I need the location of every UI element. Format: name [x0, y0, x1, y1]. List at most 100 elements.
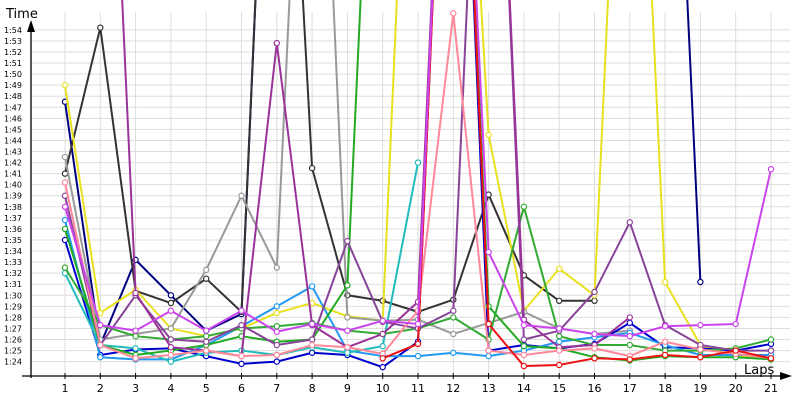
axes: Time Laps — [5, 7, 792, 380]
data-point — [591, 288, 598, 296]
y-tick-label: 1:24 — [4, 358, 22, 367]
data-point — [661, 278, 669, 286]
data-point — [379, 330, 386, 338]
x-tick-label: 18 — [658, 382, 672, 395]
x-tick-label: 3 — [132, 382, 139, 395]
x-tick-label: 17 — [623, 382, 637, 395]
tick-labels: 1:24 1:25 1:26 1:27 1:28 1:29 1:30 1:31 1:32 1:33… — [4, 26, 778, 395]
data-point — [767, 165, 775, 173]
data-point — [414, 352, 422, 360]
x-tick-label: 20 — [729, 382, 743, 395]
data-point — [167, 299, 175, 307]
data-point — [308, 341, 316, 349]
y-tick-label: 1:54 — [4, 26, 22, 35]
y-tick-label: 1:46 — [4, 114, 22, 123]
series-line — [64, 0, 595, 313]
x-tick-label: 2 — [97, 382, 104, 395]
data-point — [167, 358, 175, 365]
data-point — [379, 355, 386, 362]
data-point — [414, 159, 422, 166]
data-point — [61, 153, 69, 161]
data-point — [520, 351, 528, 359]
data-point — [167, 307, 175, 314]
x-axis-arrow — [780, 372, 792, 380]
data-point — [202, 275, 210, 282]
data-point — [732, 320, 739, 328]
data-point — [308, 336, 316, 343]
series-group — [61, 0, 775, 371]
data-point — [238, 360, 245, 368]
data-point — [97, 354, 104, 361]
y-tick-label: 1:27 — [4, 324, 22, 333]
data-point — [520, 203, 528, 210]
x-tick-label: 14 — [517, 382, 531, 395]
data-point — [167, 325, 175, 332]
y-tick-label: 1:40 — [4, 181, 22, 190]
data-point — [591, 330, 598, 338]
data-point — [450, 10, 457, 17]
series-15 — [61, 0, 775, 340]
x-tick-label: 7 — [273, 382, 280, 395]
data-point — [485, 131, 492, 139]
data-point — [556, 265, 563, 272]
data-point — [626, 314, 634, 321]
data-point — [167, 292, 175, 299]
data-point — [61, 264, 69, 271]
data-point — [556, 347, 563, 354]
data-point — [273, 328, 280, 335]
y-tick-label: 1:50 — [4, 70, 22, 79]
x-tick-label: 1 — [62, 382, 69, 395]
x-tick-label: 16 — [588, 382, 602, 395]
series-line — [64, 0, 772, 361]
data-point — [626, 356, 634, 363]
y-tick-label: 1:52 — [4, 48, 22, 57]
series-line — [382, 0, 772, 368]
data-point — [379, 363, 386, 371]
data-point — [167, 336, 175, 343]
data-point — [344, 327, 351, 334]
data-point — [626, 341, 634, 349]
data-point — [591, 297, 598, 304]
data-point — [450, 349, 457, 356]
x-tick-label: 6 — [238, 382, 245, 395]
data-point — [202, 327, 210, 334]
data-point — [520, 336, 528, 343]
data-point — [344, 344, 351, 351]
data-point — [97, 24, 104, 31]
x-tick-label: 10 — [376, 382, 390, 395]
data-point — [167, 344, 175, 351]
data-point — [61, 216, 69, 224]
data-point — [485, 248, 492, 256]
y-tick-label: 1:38 — [4, 203, 22, 212]
y-tick-label: 1:35 — [4, 236, 22, 245]
data-point — [97, 341, 104, 349]
data-point — [344, 349, 351, 356]
data-point — [520, 362, 528, 370]
x-tick-label: 15 — [552, 382, 566, 395]
data-point — [414, 340, 422, 348]
data-point — [97, 321, 104, 329]
y-tick-label: 1:31 — [4, 280, 22, 289]
x-tick-label: 12 — [446, 382, 460, 395]
y-tick-label: 1:37 — [4, 214, 22, 223]
data-point — [626, 319, 634, 327]
data-point — [697, 278, 704, 286]
y-tick-label: 1:51 — [4, 59, 22, 68]
data-point — [97, 309, 104, 317]
data-point — [450, 307, 457, 314]
data-point — [132, 289, 139, 297]
data-point — [273, 358, 280, 365]
x-axis-title: Laps — [744, 363, 774, 378]
data-point — [591, 355, 598, 362]
x-tick-label: 8 — [309, 382, 316, 395]
y-tick-label: 1:30 — [4, 291, 22, 300]
x-tick-label: 9 — [344, 382, 351, 395]
y-tick-label: 1:32 — [4, 269, 22, 278]
data-point — [732, 347, 739, 354]
data-point — [626, 219, 634, 226]
y-tick-label: 1:36 — [4, 225, 22, 234]
data-point — [132, 345, 139, 352]
data-point — [202, 347, 210, 354]
data-point — [414, 320, 422, 328]
